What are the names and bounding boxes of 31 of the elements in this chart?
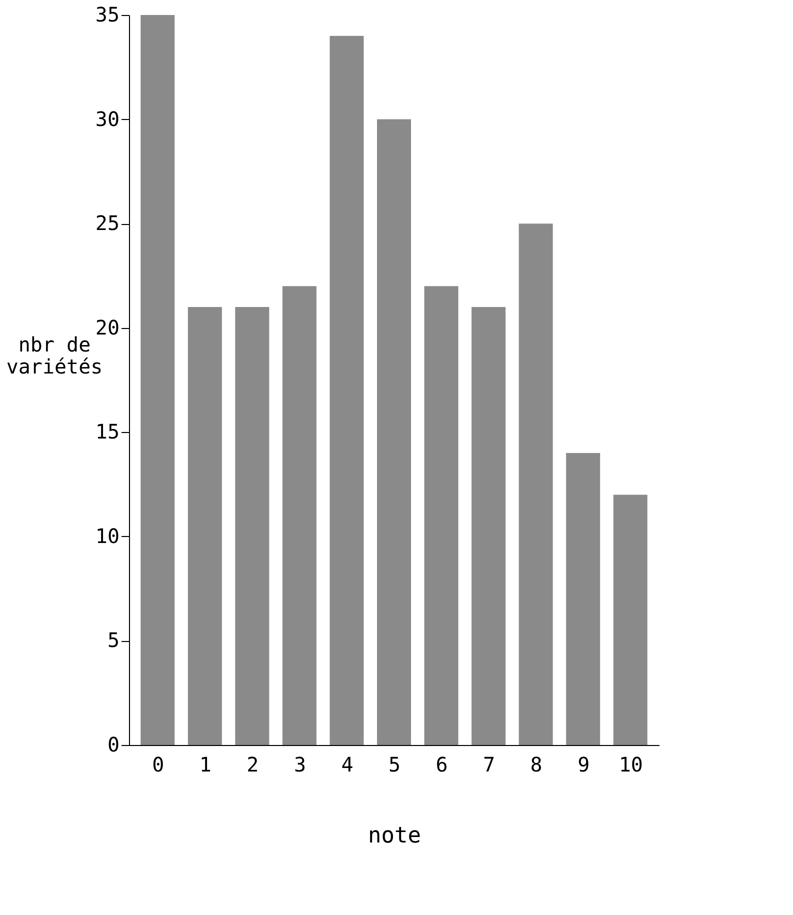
y-tick-label: 25	[95, 211, 120, 236]
x-tick-label: 0	[152, 752, 164, 776]
bar	[140, 15, 175, 745]
x-tick-label: 8	[530, 752, 542, 776]
x-tick-label: 1	[199, 752, 212, 776]
bar	[377, 119, 411, 745]
x-tick-label: 6	[436, 752, 448, 776]
bar	[472, 307, 506, 745]
y-tick-label: 5	[107, 628, 120, 652]
x-tick-label: 4	[341, 752, 354, 776]
bar	[424, 286, 458, 745]
x-axis-title: note	[368, 824, 421, 848]
y-tick-label: 10	[95, 524, 120, 548]
x-tick-label: 9	[578, 752, 590, 776]
x-tick-label: 7	[483, 752, 496, 776]
y-tick-label: 20	[95, 315, 120, 340]
x-tick-label: 5	[388, 752, 401, 776]
x-tick-label: 10	[618, 752, 643, 776]
bar	[282, 286, 316, 745]
bar	[566, 453, 600, 745]
y-tick-label: 30	[95, 106, 120, 131]
y-tick-label: 0	[107, 732, 120, 756]
x-tick-label: 2	[246, 752, 259, 776]
bar	[613, 494, 648, 745]
y-tick-label: 35	[95, 2, 120, 26]
bar	[518, 224, 553, 745]
bar	[235, 307, 270, 745]
y-tick-label: 15	[95, 420, 120, 444]
bar	[330, 36, 364, 745]
x-tick-label: 3	[294, 752, 306, 776]
bar	[188, 307, 222, 745]
